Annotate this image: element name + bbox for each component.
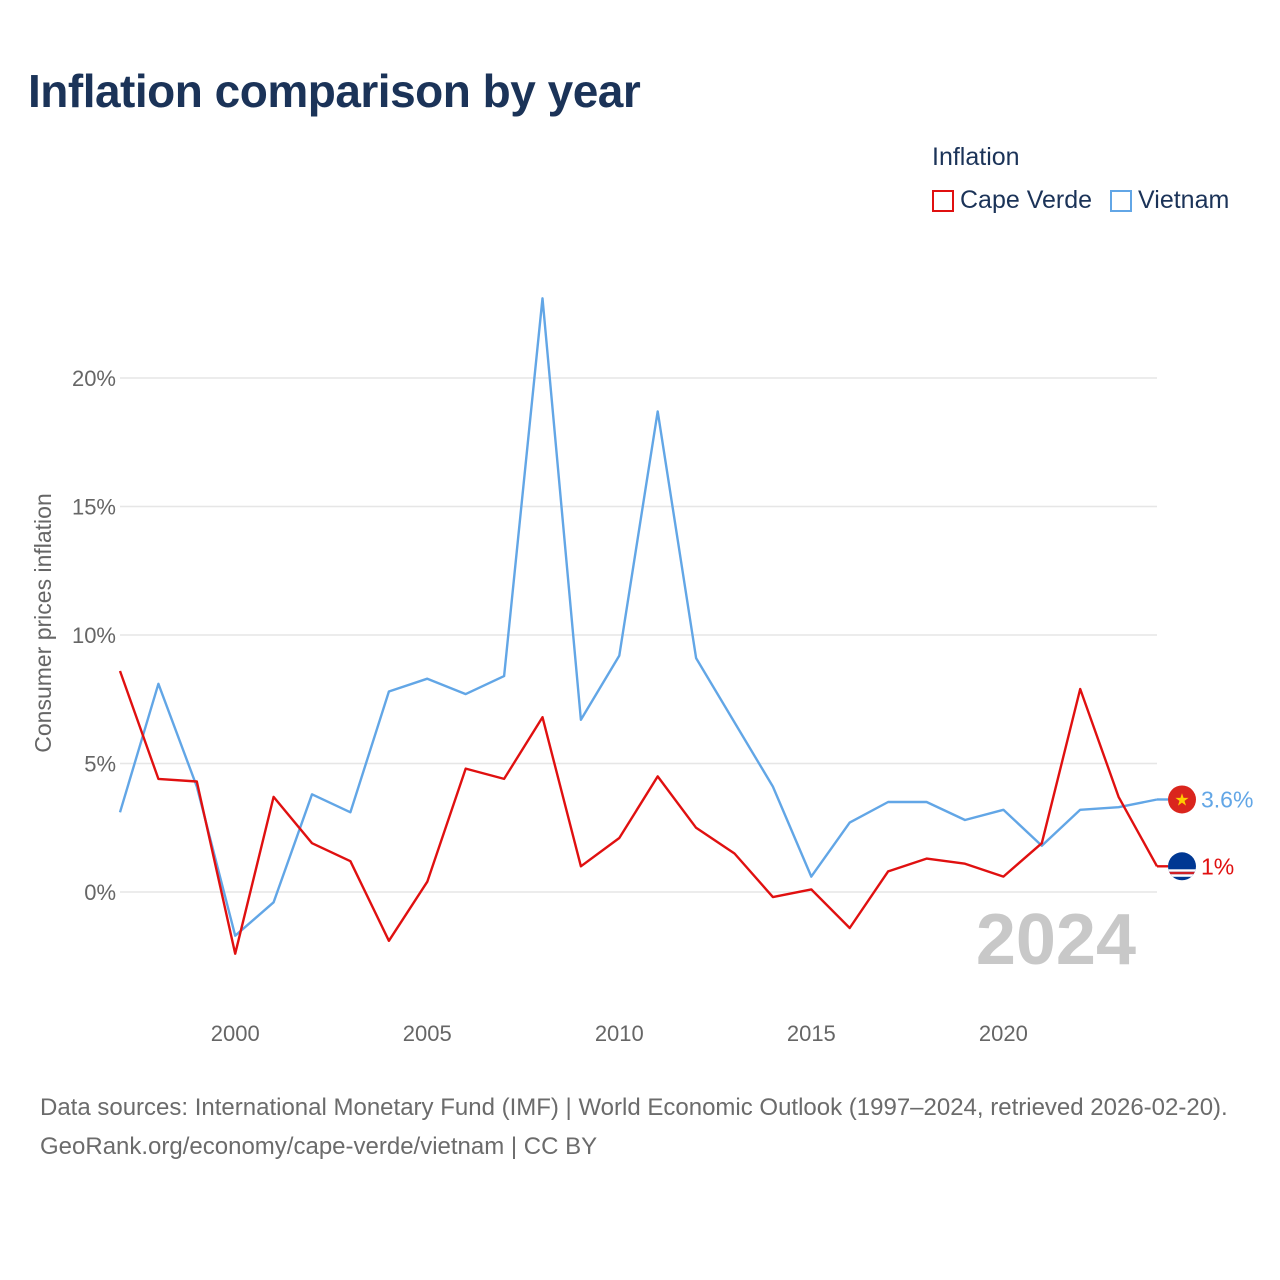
x-tick-label: 2015 [787, 1021, 836, 1046]
y-tick-label: 10% [72, 623, 116, 648]
vietnam-flag-icon: ★ [1168, 785, 1196, 814]
svg-text:★: ★ [1174, 790, 1189, 810]
legend-item-cape-verde[interactable]: Cape Verde [932, 186, 1092, 215]
y-tick-label: 0% [84, 880, 116, 905]
legend-label-vietnam: Vietnam [1138, 186, 1230, 214]
series-line-vietnam [118, 297, 1158, 937]
source-link[interactable]: GeoRank.org/economy/cape-verde/vietnam |… [40, 1133, 598, 1160]
footer: Data sources: International Monetary Fun… [40, 1088, 1245, 1166]
series-line-cape-verde [118, 670, 1159, 955]
legend: Cape Verde Vietnam [932, 186, 1247, 215]
current-year-label: 2024 [976, 900, 1136, 980]
y-tick-label: 15% [72, 495, 116, 520]
legend-item-vietnam[interactable]: Vietnam [1110, 186, 1229, 215]
cape-verde-flag-icon [1168, 852, 1196, 881]
x-tick-label: 2005 [403, 1021, 452, 1046]
x-tick-label: 2000 [211, 1021, 260, 1046]
x-tick-label: 2020 [979, 1021, 1028, 1046]
legend-swatch-cape-verde [932, 189, 954, 212]
chart-title: Inflation comparison by year [28, 65, 641, 117]
data-sources: Data sources: International Monetary Fun… [40, 1094, 1228, 1121]
legend-label-cape-verde: Cape Verde [960, 186, 1093, 214]
y-tick-label: 5% [84, 752, 116, 777]
legend-swatch-vietnam [1110, 189, 1133, 212]
legend-title: Inflation [932, 143, 1020, 171]
y-tick-label: 20% [72, 366, 116, 391]
end-value-label-vietnam: 3.6% [1201, 786, 1253, 812]
y-axis-label: Consumer prices inflation [30, 493, 56, 753]
x-tick-label: 2010 [595, 1021, 644, 1046]
end-value-label-cape-verde: 1% [1201, 853, 1234, 879]
